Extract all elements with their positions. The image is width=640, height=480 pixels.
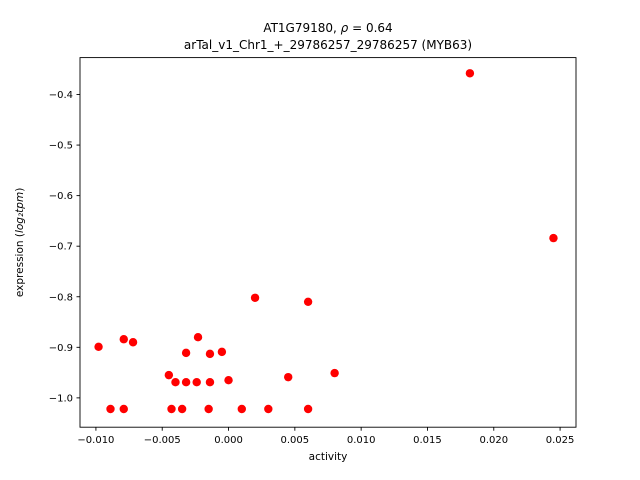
- data-point: [250, 293, 260, 302]
- y-tick-label: −0.7: [49, 242, 73, 253]
- data-point: [303, 297, 313, 307]
- data-point: [264, 404, 273, 414]
- data-point: [330, 368, 339, 378]
- data-point: [549, 233, 558, 243]
- x-tick-label: 0.015: [413, 435, 442, 446]
- y-axis-label: expression (log₂tpm): [14, 188, 26, 297]
- y-tick-label: −0.9: [49, 343, 73, 354]
- y-tick-label: −0.5: [49, 141, 73, 152]
- data-point: [181, 348, 191, 358]
- data-point: [167, 404, 176, 414]
- x-tick-label: 0.005: [281, 435, 310, 446]
- data-point: [171, 378, 180, 387]
- data-point: [192, 378, 201, 387]
- y-tick-label: −0.6: [49, 191, 73, 202]
- y-tick-label: −0.4: [49, 90, 73, 101]
- y-tick-label: −1.0: [49, 393, 73, 404]
- x-tick-label: 0.000: [214, 435, 243, 446]
- data-point: [119, 404, 128, 414]
- x-tick-label: 0.025: [546, 435, 575, 446]
- chart-title-line2: arTal_v1_Chr1_+_29786257_29786257 (MYB63…: [184, 38, 472, 52]
- data-point: [303, 404, 313, 414]
- data-point: [177, 404, 187, 414]
- data-point: [119, 335, 128, 344]
- data-point: [465, 69, 475, 78]
- x-tick-label: 0.010: [347, 435, 376, 446]
- data-point: [128, 338, 138, 347]
- data-point: [181, 378, 191, 387]
- x-tick-label: 0.020: [479, 435, 508, 446]
- data-point: [205, 378, 215, 387]
- y-tick-label: −0.8: [49, 292, 73, 303]
- data-point: [204, 404, 213, 414]
- data-point: [164, 370, 174, 380]
- chart-title-line1: AT1G79180, ρ = 0.64: [263, 21, 392, 35]
- data-point: [205, 349, 215, 359]
- x-tick-label: −0.010: [77, 435, 114, 446]
- data-point: [193, 333, 203, 342]
- data-point: [217, 347, 227, 357]
- data-point: [237, 404, 246, 414]
- data-point: [94, 342, 103, 352]
- x-axis-label: activity: [309, 451, 348, 463]
- x-tick-label: −0.005: [144, 435, 181, 446]
- data-point: [106, 404, 115, 414]
- data-point: [284, 372, 293, 382]
- axes-spines: [79, 57, 577, 428]
- data-point: [224, 375, 233, 385]
